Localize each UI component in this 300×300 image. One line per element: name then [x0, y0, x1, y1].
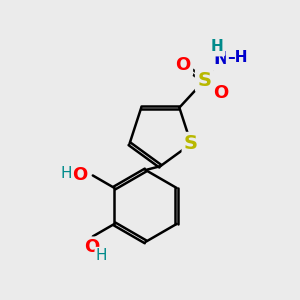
Text: –H: –H — [227, 50, 247, 65]
Text: S: S — [197, 71, 212, 90]
Text: H: H — [95, 248, 107, 262]
Text: O: O — [84, 238, 99, 256]
Text: H: H — [211, 39, 224, 54]
Text: O: O — [176, 56, 191, 74]
Text: H: H — [60, 167, 72, 182]
Text: N: N — [213, 50, 228, 68]
Text: S: S — [184, 134, 198, 153]
Text: O: O — [72, 167, 88, 184]
Text: O: O — [213, 84, 228, 102]
